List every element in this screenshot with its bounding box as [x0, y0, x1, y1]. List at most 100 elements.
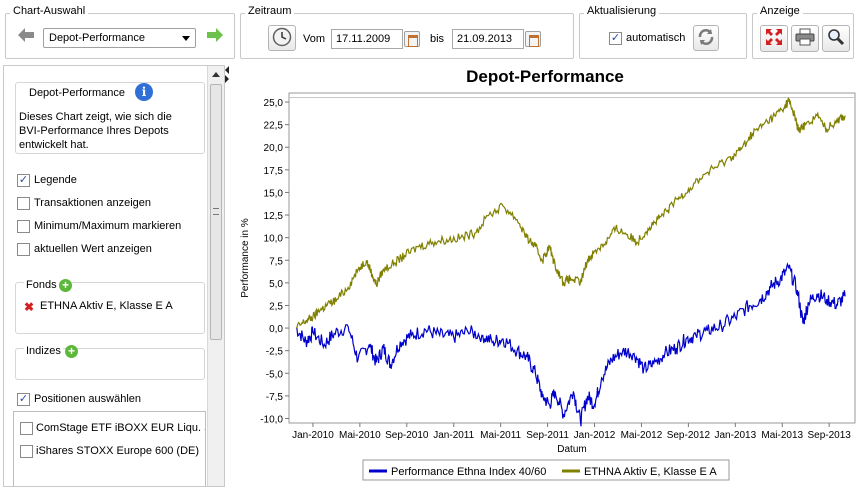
x-tick-label: Jan-2010	[292, 430, 334, 441]
period-title: Zeitraum	[245, 5, 295, 17]
plot-frame	[288, 92, 856, 424]
forward-arrow-icon[interactable]	[206, 27, 224, 43]
y-tick-label: 2,5	[269, 301, 283, 312]
chevron-down-icon	[182, 36, 190, 41]
expand-handle-icon[interactable]	[225, 75, 229, 83]
info-text-line-2: BVI-Performance Ihres Depots	[19, 125, 169, 137]
position-item-label: ComStage ETF iBOXX EUR Liqu. Sov	[36, 422, 206, 434]
legend-box	[362, 459, 730, 481]
option-current-value-label: aktuellen Wert anzeigen	[34, 243, 152, 255]
from-calendar-icon[interactable]	[404, 31, 420, 47]
chart-type-select[interactable]: Depot-Performance	[43, 28, 196, 48]
series-line-2	[295, 97, 846, 329]
refresh-button[interactable]	[693, 25, 719, 51]
auto-refresh-label: automatisch	[626, 32, 686, 44]
scroll-up-icon[interactable]	[212, 72, 220, 77]
position-item-checkbox[interactable]	[20, 445, 33, 458]
legend-label: Performance Ethna Index 40/60	[391, 466, 546, 478]
option-minmax-label: Minimum/Maximum markieren	[34, 220, 182, 232]
to-calendar-icon[interactable]	[525, 31, 541, 47]
chart-selection-title: Chart-Auswahl	[10, 5, 89, 17]
x-tick-label: Mai-2010	[339, 430, 381, 441]
y-tick-label: 0,0	[269, 324, 283, 335]
x-tick-label: Mai-2012	[621, 430, 663, 441]
x-tick-label: Sep-2011	[526, 430, 569, 441]
y-tick-label: 20,0	[264, 143, 284, 154]
positions-checkbox[interactable]: ✓	[17, 393, 30, 406]
x-tick-label: Jan-2011	[433, 430, 474, 441]
x-axis-label: Datum	[557, 444, 586, 455]
option-legend-label: Legende	[34, 174, 77, 186]
remove-fund-icon[interactable]: ✖	[24, 300, 35, 314]
chart-title: Depot-Performance	[466, 67, 624, 86]
y-tick-label: -7,5	[266, 392, 284, 403]
x-tick-label: Jan-2013	[714, 430, 756, 441]
refresh-title: Aktualisierung	[584, 5, 660, 17]
collapse-handle-icon[interactable]	[225, 66, 229, 74]
printer-icon	[795, 28, 815, 49]
chart-type-select-value: Depot-Performance	[49, 32, 145, 44]
y-tick-label: 25,0	[264, 98, 284, 109]
add-index-icon[interactable]: +	[65, 345, 78, 358]
y-tick-label: 5,0	[269, 279, 283, 290]
option-legend-checkbox[interactable]: ✓	[17, 174, 30, 187]
y-tick-label: 15,0	[264, 188, 284, 199]
funds-title: Fonds	[24, 279, 59, 291]
period-group: Zeitraum Vom 17.11.2009 bis 21.09.2013	[240, 5, 574, 59]
scrollbar-thumb[interactable]	[210, 84, 222, 340]
indices-panel: Indizes +	[15, 345, 205, 380]
series-line-1	[295, 262, 846, 427]
display-group: Anzeige	[752, 5, 854, 59]
to-label: bis	[430, 33, 445, 45]
y-tick-label: -5,0	[266, 369, 284, 380]
x-tick-label: Sep-2013	[807, 430, 851, 441]
chart-selection-group: Chart-Auswahl Depot-Performance	[5, 5, 235, 59]
auto-refresh-checkbox[interactable]: ✓	[609, 32, 622, 45]
position-item-checkbox[interactable]	[20, 422, 33, 435]
magnifier-icon	[827, 28, 845, 49]
y-tick-label: 7,5	[269, 256, 283, 267]
zoom-button[interactable]	[822, 25, 850, 52]
fullscreen-button[interactable]	[760, 25, 788, 52]
option-transactions-label: Transaktionen anzeigen	[34, 197, 152, 209]
to-date-input[interactable]: 21.09.2013	[452, 29, 524, 49]
info-text-line-3: entwickelt hat.	[19, 139, 89, 151]
from-date-input[interactable]: 17.11.2009	[331, 29, 403, 49]
grip-icon	[213, 208, 219, 215]
funds-panel: Fonds + ✖ ETHNA Aktiv E, Klasse E A	[15, 279, 205, 334]
x-tick-label: Mai-2013	[761, 430, 803, 441]
option-minmax-checkbox[interactable]	[17, 220, 30, 233]
clock-button[interactable]	[268, 25, 296, 51]
sidebar-scrollbar[interactable]	[207, 66, 224, 486]
info-panel: Depot-Performance i	[15, 82, 205, 154]
position-item-label: iShares STOXX Europe 600 (DE)	[36, 445, 200, 457]
x-tick-label: Jan-2012	[574, 430, 616, 441]
y-tick-label: -2,5	[266, 347, 284, 358]
print-button[interactable]	[791, 25, 819, 52]
info-text-line-1: Dieses Chart zeigt, wie sich die	[19, 111, 172, 123]
chart-area: Depot-Performance 25,0 22,5 20,0 17,5 15,0 12,…	[232, 62, 858, 488]
x-tick-label: Sep-2012	[667, 430, 711, 441]
indices-title: Indizes	[24, 345, 63, 357]
x-tick-label: Mai-2011	[480, 430, 521, 441]
y-tick-label: 22,5	[264, 121, 284, 132]
fund-item-label: ETHNA Aktiv E, Klasse E A	[40, 300, 173, 312]
y-tick-label: 12,5	[264, 211, 284, 222]
y-tick-label: 10,0	[264, 234, 284, 245]
refresh-icon	[697, 28, 715, 49]
info-icon[interactable]: i	[135, 83, 153, 101]
option-current-value-checkbox[interactable]	[17, 243, 30, 256]
x-tick-label: Sep-2010	[385, 430, 429, 441]
back-arrow-icon[interactable]	[17, 27, 35, 43]
add-fund-icon[interactable]: +	[59, 279, 72, 292]
info-title: Depot-Performance	[29, 87, 125, 99]
option-transactions-checkbox[interactable]	[17, 197, 30, 210]
from-label: Vom	[303, 33, 326, 45]
fullscreen-icon	[765, 28, 783, 49]
performance-chart: Depot-Performance 25,0 22,5 20,0 17,5 15,0 12,…	[240, 67, 856, 481]
positions-label: Positionen auswählen	[34, 393, 142, 405]
clock-icon	[272, 27, 292, 50]
positions-list: ComStage ETF iBOXX EUR Liqu. Sov iShares…	[13, 411, 206, 486]
y-axis-label: Performance in %	[240, 218, 251, 298]
display-title: Anzeige	[757, 5, 803, 17]
